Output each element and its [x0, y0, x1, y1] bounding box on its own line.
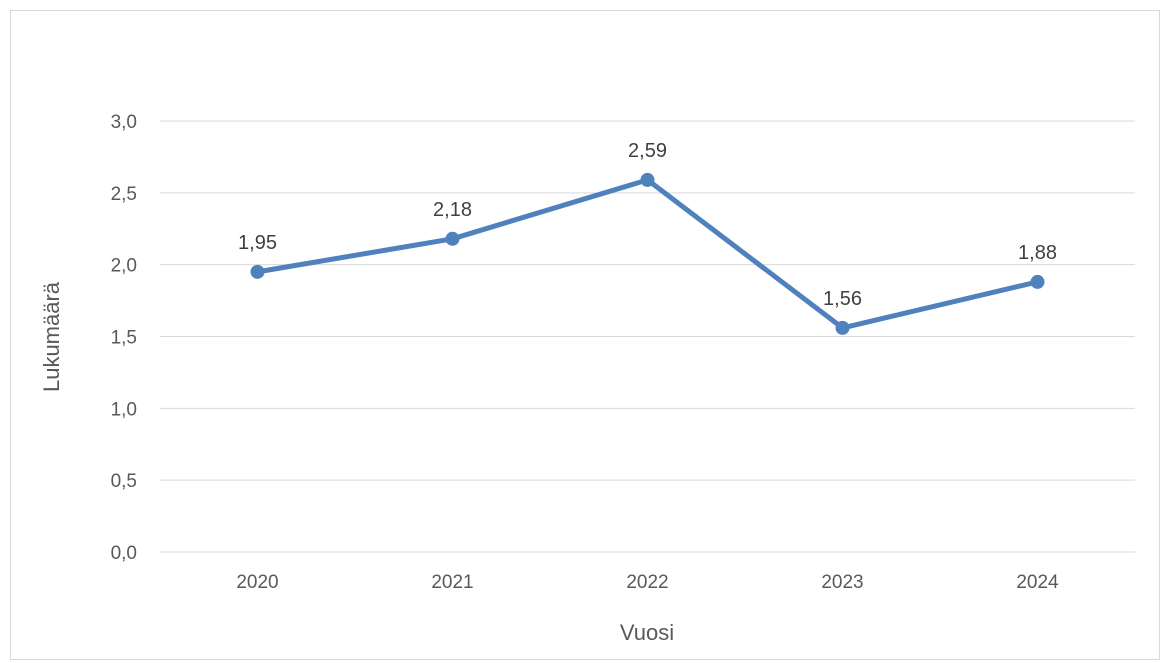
- series-line: [250, 172, 1045, 335]
- data-label: 1,56: [823, 288, 862, 310]
- data-labels: 1,95 2,18 2,59 1,56 1,88: [238, 140, 1057, 310]
- y-tick-label: 1,5: [111, 328, 137, 349]
- data-point: [640, 172, 655, 187]
- y-tick-label: 2,5: [111, 184, 137, 205]
- x-tick-label: 2024: [1016, 572, 1059, 593]
- y-tick-label: 0,0: [111, 543, 137, 564]
- data-label: 1,88: [1018, 242, 1057, 264]
- series-path: [255, 177, 1040, 331]
- data-point: [835, 320, 850, 335]
- x-axis-ticks: 2020 2021 2022 2023 2024: [236, 572, 1059, 593]
- gridlines: [160, 120, 1135, 553]
- data-point: [250, 264, 265, 279]
- data-label: 1,95: [238, 232, 277, 254]
- data-label: 2,59: [628, 140, 667, 162]
- x-tick-label: 2020: [236, 572, 278, 593]
- y-axis-ticks: 0,0 0,5 1,0 1,5 2,0 2,5 3,0: [111, 112, 137, 564]
- x-tick-label: 2022: [626, 572, 668, 593]
- data-point: [1030, 274, 1045, 289]
- y-tick-label: 0,5: [111, 471, 137, 492]
- data-label: 2,18: [433, 199, 472, 221]
- data-point: [445, 231, 460, 246]
- y-tick-label: 2,0: [111, 256, 137, 277]
- y-tick-label: 1,0: [111, 399, 137, 420]
- x-tick-label: 2021: [431, 572, 473, 593]
- x-tick-label: 2023: [821, 572, 863, 593]
- x-axis-title: Vuosi: [620, 620, 674, 645]
- y-tick-label: 3,0: [111, 112, 137, 133]
- y-axis-title: Lukumäärä: [39, 281, 64, 392]
